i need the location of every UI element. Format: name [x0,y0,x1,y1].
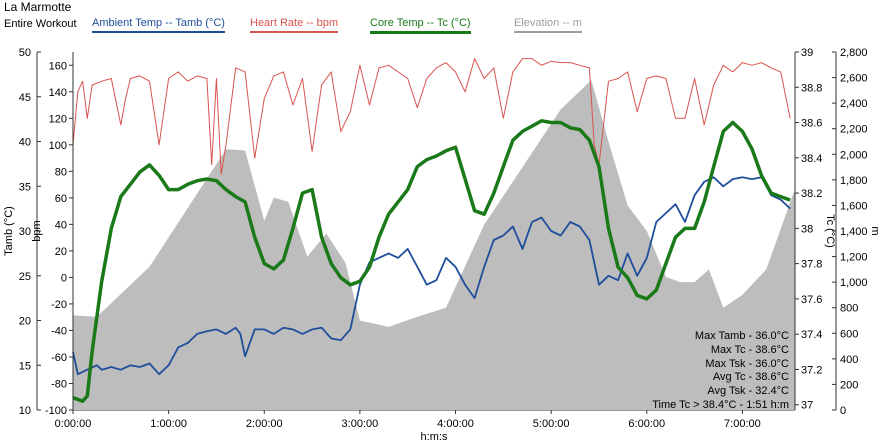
x-tick-label: 2:00:00 [246,418,283,430]
bpm-axis-tick-label: 20 [55,246,67,258]
elev-axis-tick-label: 2,200 [840,124,868,136]
bpm-axis-tick-label: -100 [45,405,67,417]
bpm-axis-tick-label: 160 [49,60,67,72]
elev-axis-tick-label: 1,000 [840,277,868,289]
bpm-axis-tick-label: 0 [61,272,67,284]
tamb-axis-tick-label: 30 [19,226,31,238]
tc-axis-tick-label: 38.2 [801,188,822,200]
tc-axis-tick-label: 37.6 [801,294,822,306]
elev-axis-tick-label: 2,600 [840,73,868,85]
legend-swatch [92,31,225,33]
bpm-axis-tick-label: 60 [55,193,67,205]
tc-axis-tick-label: 39 [801,47,813,59]
stat-avg-tsk: Avg Tsk - 32.4°C [707,385,789,398]
bpm-axis-tick-label: -20 [51,299,67,311]
elev-axis-tick-label: 800 [840,303,858,315]
x-tick-label: 6:00:00 [628,418,665,430]
legend-label: Heart Rate -- bpm [250,17,339,29]
stat-avg-tc: Avg Tc - 38.6°C [712,371,789,384]
elev-axis-title: m [869,226,881,235]
chart-title: La Marmotte [4,0,72,14]
stat-max-tc: Max Tc - 38.6°C [710,343,789,356]
legend-swatch [250,31,339,33]
tamb-axis-tick-label: 20 [19,316,31,328]
stat-time-tc: Time Tc > 38.4°C - 1:51 h:m [652,398,789,411]
tamb-axis-tick-label: 10 [19,405,31,417]
tc-axis-tick-label: 37.4 [801,329,822,341]
tc-axis-tick-label: 38.6 [801,118,822,130]
x-tick-label: 3:00:00 [342,418,379,430]
legend-item-heart-rate[interactable]: Heart Rate -- bpm [250,17,339,33]
elev-axis-tick-label: 2,800 [840,47,868,59]
ambient-temp-line [72,176,791,376]
legend-item-ambient-temp[interactable]: Ambient Temp -- Tamb (°C) [92,17,225,33]
tamb-axis-title: Tamb (°C) [3,206,15,256]
tamb-axis-tick-label: 15 [19,360,31,372]
legend-label: Core Temp -- Tc (°C) [370,17,471,29]
legend-item-core-temp[interactable]: Core Temp -- Tc (°C) [370,17,471,34]
elevation-area [73,80,795,410]
legend-item-elevation[interactable]: Elevation -- m [514,17,582,33]
tamb-axis-tick-label: 25 [19,271,31,283]
x-tick-label: 0:00:00 [55,418,92,430]
stats-box: Max Tamb - 36.0°C Max Tc - 38.6°C Max Ts… [652,330,789,413]
heart-rate-line [72,58,791,175]
elev-axis-tick-label: 1,200 [840,252,868,264]
elev-axis-tick-label: 2,000 [840,149,868,161]
bpm-axis-tick-label: 120 [49,113,67,125]
elev-axis-tick-label: 1,800 [840,175,868,187]
x-tick-label: 7:00:00 [724,418,761,430]
elev-axis-tick-label: 1,600 [840,200,868,212]
bpm-axis-tick-label: 40 [55,219,67,231]
tamb-axis-tick-label: 35 [19,181,31,193]
elev-axis-tick-label: 0 [840,405,846,417]
bpm-axis-tick-label: 80 [55,166,67,178]
tc-axis-tick-label: 38.4 [801,153,822,165]
bpm-axis-tick-label: -80 [51,378,67,390]
tamb-axis-tick-label: 50 [19,47,31,59]
bpm-axis-tick-label: 100 [49,140,67,152]
legend-label: Ambient Temp -- Tamb (°C) [92,17,225,29]
tc-axis-tick-label: 37.8 [801,259,822,271]
stat-max-tamb: Max Tamb - 36.0°C [694,330,789,342]
tc-axis-tick-label: 38.8 [801,82,822,94]
stat-max-tsk: Max Tsk - 36.0°C [705,357,789,370]
elev-axis-tick-label: 600 [840,328,858,340]
elev-axis-tick-label: 2,400 [840,98,868,110]
legend-swatch [370,31,471,34]
tc-axis-tick-label: 37.2 [801,364,822,376]
bpm-axis-tick-label: -60 [51,352,67,364]
elev-axis-tick-label: 200 [840,379,858,391]
tamb-axis-tick-label: 40 [19,137,31,149]
tc-axis-title: Tc (°C) [824,214,836,248]
x-tick-label: 1:00:00 [150,418,187,430]
core-temp-line [72,119,791,403]
x-tick-label: 4:00:00 [437,418,474,430]
elev-axis-tick-label: 400 [840,354,858,366]
bpm-axis-title: bpm [31,220,43,241]
chart-subtitle: Entire Workout [4,18,77,30]
tc-axis-tick-label: 37 [801,400,813,412]
legend-swatch [514,31,582,33]
x-tick-label: 5:00:00 [533,418,570,430]
tc-axis-tick-label: 38 [801,223,813,235]
tamb-axis-tick-label: 45 [19,92,31,104]
x-axis-label: h:m:s [421,431,448,443]
legend-label: Elevation -- m [514,17,582,29]
bpm-axis-tick-label: 140 [49,87,67,99]
bpm-axis-tick-label: -40 [51,325,67,337]
elev-axis-tick-label: 1,400 [840,226,868,238]
